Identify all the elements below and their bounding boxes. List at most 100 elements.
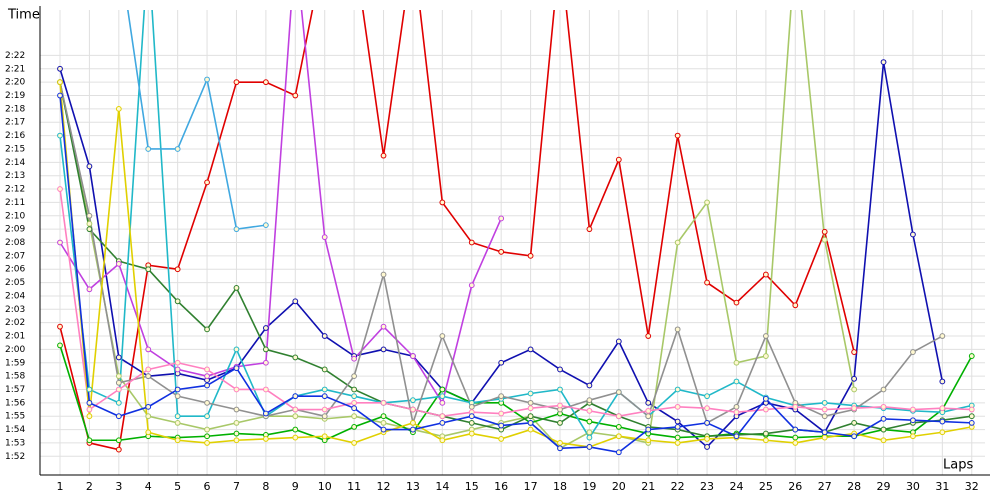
data-point: [321, 366, 328, 373]
data-point: [204, 413, 210, 420]
series-line: [59, 10, 972, 440]
data-point: [586, 444, 593, 450]
data-point: [262, 436, 269, 442]
data-point: [115, 386, 122, 393]
data-point: [233, 79, 240, 86]
x-tick-label: 22: [671, 480, 685, 493]
x-tick-label: 32: [965, 480, 979, 493]
x-tick-label: 25: [759, 480, 773, 493]
data-point: [792, 302, 799, 309]
data-point: [762, 406, 769, 413]
x-tick-label: 18: [553, 480, 567, 493]
data-point: [380, 413, 387, 420]
series-line: [59, 95, 972, 454]
data-point: [968, 413, 975, 420]
data-point: [674, 132, 681, 139]
data-point: [586, 407, 593, 414]
data-point: [380, 426, 387, 433]
x-tick-label: 29: [877, 480, 891, 493]
data-point: [380, 419, 387, 426]
data-point: [262, 222, 269, 229]
data-point: [674, 386, 681, 393]
data-point: [204, 179, 210, 186]
data-point: [174, 146, 181, 152]
data-point: [880, 403, 887, 410]
data-point: [821, 228, 828, 235]
data-point: [586, 226, 593, 233]
data-point: [86, 226, 93, 233]
data-point: [674, 239, 681, 246]
y-tick-label: 2:15: [5, 144, 25, 154]
data-point: [615, 389, 622, 396]
data-point: [351, 373, 358, 380]
data-point: [292, 406, 299, 413]
y-axis-label: Time: [7, 8, 40, 23]
y-tick-label: 2:03: [5, 305, 25, 315]
y-tick-label: 1:53: [5, 438, 25, 448]
data-point: [821, 429, 828, 436]
data-point: [174, 298, 181, 305]
y-tick-label: 2:05: [5, 278, 25, 288]
data-point: [174, 266, 181, 273]
series-line: [59, 345, 973, 442]
data-point: [527, 390, 534, 397]
data-point: [557, 440, 563, 446]
y-tick-label: 1:54: [5, 425, 25, 435]
data-point: [674, 440, 681, 446]
data-point: [115, 373, 122, 380]
data-point: [468, 419, 475, 426]
data-point: [674, 434, 681, 441]
data-point: [762, 437, 769, 444]
data-point: [57, 65, 63, 72]
data-point: [851, 349, 858, 355]
data-point: [880, 426, 887, 433]
data-point: [86, 437, 93, 444]
data-point: [292, 393, 299, 400]
data-point: [262, 410, 269, 417]
x-tick-label: 4: [145, 480, 152, 493]
series-line: [59, 10, 502, 405]
data-point: [762, 271, 769, 278]
data-point: [145, 366, 152, 373]
data-point: [792, 403, 799, 410]
x-tick-label: 1: [57, 480, 64, 493]
data-point: [204, 326, 210, 333]
x-tick-label: 10: [318, 480, 332, 493]
data-point: [674, 403, 681, 410]
data-point: [851, 405, 858, 412]
data-point: [262, 359, 269, 366]
data-point: [733, 378, 740, 385]
data-point: [145, 266, 152, 273]
data-point: [292, 434, 299, 441]
data-point: [645, 399, 652, 406]
data-point: [233, 430, 240, 437]
data-point: [439, 399, 446, 406]
data-point: [86, 413, 93, 420]
data-point: [910, 417, 916, 424]
y-tick-label: 1:55: [5, 412, 25, 422]
data-point: [645, 407, 652, 414]
data-point: [292, 426, 299, 433]
data-point: [233, 285, 240, 291]
data-point: [321, 386, 328, 393]
data-point: [821, 236, 828, 243]
y-tick-label: 2:04: [5, 291, 25, 301]
data-point: [704, 199, 710, 206]
data-point: [321, 413, 328, 420]
data-point: [792, 434, 799, 441]
x-tick-label: 17: [524, 480, 538, 493]
data-point: [851, 419, 858, 426]
data-point: [57, 323, 63, 330]
data-point: [468, 282, 475, 289]
data-point: [851, 375, 858, 382]
data-point: [145, 429, 152, 436]
data-point: [86, 406, 93, 413]
y-tick-label: 2:17: [5, 118, 25, 128]
data-point: [115, 260, 122, 267]
data-point: [145, 403, 152, 410]
data-point: [57, 92, 63, 99]
data-point: [321, 433, 328, 440]
x-tick-label: 13: [406, 480, 420, 493]
data-point: [939, 429, 946, 436]
